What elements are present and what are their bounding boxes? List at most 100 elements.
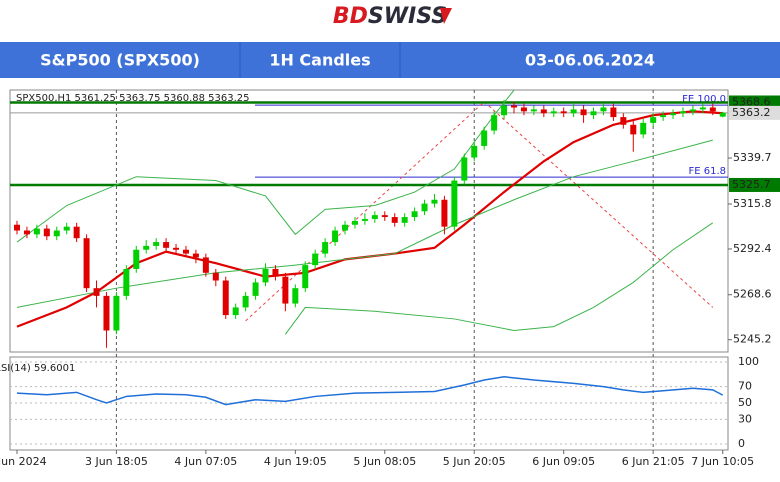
timeframe: 1H Candles [269, 51, 370, 70]
logo-part: SWISS [368, 4, 447, 29]
candle-body [272, 268, 279, 277]
x-tick-label: 7 Jun 10:05 [691, 455, 754, 468]
candle-body [103, 295, 110, 331]
candle-body [501, 105, 508, 116]
chart-title: SPX500,H1 5361.25 5363.75 5360.88 5363.2… [16, 93, 250, 104]
candle-body [312, 253, 319, 266]
candle-body [391, 217, 398, 223]
logo-part: BD [333, 4, 368, 29]
candle-body [153, 242, 160, 246]
candle-body [481, 130, 488, 146]
candle-body [322, 242, 329, 254]
candle-body [401, 217, 408, 223]
candle-body [43, 228, 50, 237]
candle-body [709, 107, 716, 112]
title-bar [0, 42, 780, 78]
candle-body [252, 282, 259, 296]
fibo-label: FE 100.0 [682, 94, 726, 105]
candle-body [173, 247, 180, 250]
y-tick-label: 5268.6 [733, 288, 772, 301]
level-label: 5368.6 [732, 95, 771, 108]
candle-body [302, 265, 309, 289]
candle-body [699, 107, 706, 110]
candle-body [491, 115, 498, 131]
candle-body [73, 226, 80, 239]
candle-body [590, 111, 597, 116]
rsi-line [16, 376, 724, 406]
candle-body [53, 230, 60, 237]
x-tick-label: 6 Jun 21:05 [622, 455, 685, 468]
candle-body [192, 253, 199, 258]
candle-body [212, 272, 219, 281]
x-tick-label: 4 Jun 07:05 [174, 455, 237, 468]
candle-body [570, 109, 577, 114]
candle-body [381, 215, 388, 218]
candle-body [610, 107, 617, 118]
candle-body [660, 115, 667, 118]
x-tick-label: 6 Jun 09:05 [532, 455, 595, 468]
candle-body [202, 257, 209, 273]
x-tick-label: 3 Jun 2024 [0, 455, 47, 468]
candle-body [182, 249, 189, 254]
fibo-label: FE 61.8 [688, 166, 726, 177]
price-panel [9, 89, 729, 353]
candle-body [461, 157, 468, 181]
candle-body [371, 215, 378, 219]
rsi-tick-label: 30 [738, 412, 752, 425]
date-range: 03-06.06.2024 [525, 51, 655, 70]
instrument: S&P500 (SPX500) [40, 51, 200, 70]
candle-body [411, 211, 418, 218]
candle-body [630, 124, 637, 135]
candle-body [560, 111, 567, 114]
x-tick-label: 5 Jun 20:05 [443, 455, 506, 468]
candle-body [163, 242, 170, 248]
candle-body [520, 107, 527, 112]
candle-body [421, 203, 428, 212]
level-label: 5325.7 [732, 178, 771, 191]
logo-mark [440, 8, 452, 24]
candle-body [342, 224, 349, 231]
rsi-tick-label: 50 [738, 396, 752, 409]
band-line [16, 89, 515, 243]
candle-body [33, 228, 40, 235]
level-box [729, 177, 780, 192]
candle-body [719, 112, 726, 117]
candle-body [580, 109, 587, 116]
candle-body [332, 230, 339, 243]
candle-body [222, 280, 229, 316]
candle-body [123, 268, 130, 296]
candle-body [133, 249, 140, 269]
candle-body [451, 180, 458, 227]
rsi-tick-label: 70 [738, 380, 752, 393]
candle-body [63, 226, 70, 231]
level-box [729, 105, 780, 120]
rsi-label: RSI(14) 59.6001 [0, 363, 75, 374]
candle-body [361, 218, 368, 221]
y-tick-label: 5339.7 [733, 151, 772, 164]
candle-body [650, 117, 657, 123]
rsi-tick-label: 100 [738, 355, 759, 368]
fibo-tool [245, 101, 714, 322]
candle-body [23, 230, 30, 235]
x-tick-label: 3 Jun 18:05 [85, 455, 148, 468]
candle-body [292, 288, 299, 304]
candle-body [93, 288, 100, 296]
x-tick-label: 5 Jun 08:05 [353, 455, 416, 468]
candle-body [620, 117, 627, 125]
candle-body [540, 109, 547, 114]
candle-body [14, 224, 20, 231]
candle-body [143, 245, 150, 250]
candle-body [282, 276, 289, 304]
candle-body [262, 268, 269, 283]
candle-body [113, 295, 120, 331]
band-line [284, 222, 714, 335]
candle-body [511, 105, 517, 108]
candle-body [640, 122, 647, 135]
y-tick-label: 5292.4 [733, 242, 772, 255]
candle-body [351, 220, 358, 225]
logo: BDSWISS [333, 4, 447, 29]
rsi-tick-label: 0 [738, 437, 745, 450]
